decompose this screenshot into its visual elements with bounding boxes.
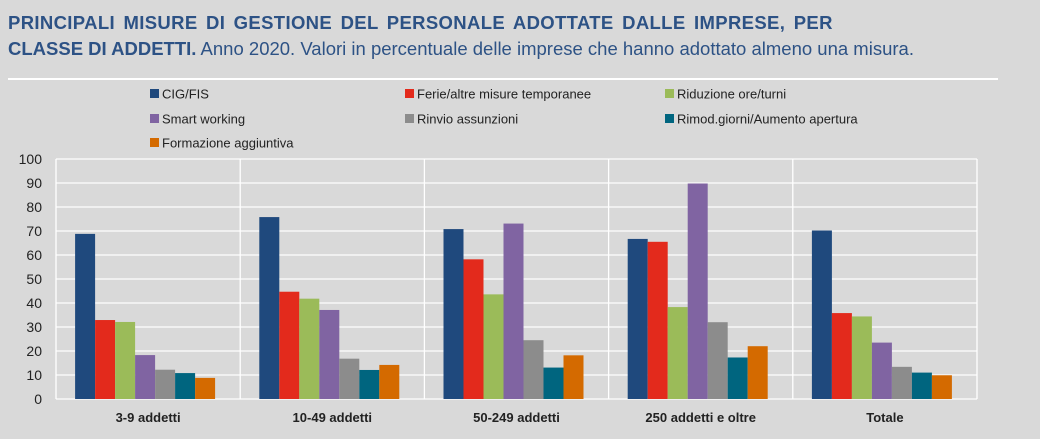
bar-rimod-giorni-aumento-apertura <box>543 367 564 399</box>
bar-riduzione-ore-turni <box>115 321 136 399</box>
bar-smart-working <box>871 342 892 399</box>
bar-formazione-aggiuntiva <box>747 346 768 399</box>
legend-swatch <box>150 138 159 147</box>
y-tick-label: 20 <box>26 343 42 359</box>
y-tick-label: 10 <box>26 367 42 383</box>
bar-riduzione-ore-turni <box>851 316 872 399</box>
legend-label: Rimod.giorni/Aumento apertura <box>677 112 858 127</box>
bar-formazione-aggiuntiva <box>563 355 584 399</box>
bar-ferie-altre-misure-temporanee <box>95 320 116 399</box>
bar-cig-fis <box>75 233 96 399</box>
bar-riduzione-ore-turni <box>299 298 320 399</box>
bar-smart-working <box>503 223 524 399</box>
bar-ferie-altre-misure-temporanee <box>463 259 484 399</box>
bar-rinvio-assunzioni <box>155 369 176 399</box>
y-tick-label: 90 <box>26 175 42 191</box>
x-category-label: 50-249 addetti <box>473 410 560 425</box>
title-separator <box>8 78 998 80</box>
legend-label: Smart working <box>162 112 245 127</box>
y-tick-label: 100 <box>19 151 43 167</box>
legend-label: Rinvio assunzioni <box>417 112 518 127</box>
title-line2-bold: CLASSE DI ADDETTI. <box>8 38 197 59</box>
title-line1: PRINCIPALI MISURE DI GESTIONE DEL PERSON… <box>8 12 833 33</box>
bar-formazione-aggiuntiva <box>931 375 952 399</box>
bar-smart-working <box>135 355 156 399</box>
x-category-label: 3-9 addetti <box>116 410 181 425</box>
y-tick-label: 40 <box>26 295 42 311</box>
chart-title: PRINCIPALI MISURE DI GESTIONE DEL PERSON… <box>8 10 914 62</box>
bar-rimod-giorni-aumento-apertura <box>911 372 932 399</box>
bar-cig-fis <box>627 238 648 399</box>
legend-swatch <box>150 114 159 123</box>
bar-rimod-giorni-aumento-apertura <box>727 357 748 399</box>
y-tick-label: 30 <box>26 319 42 335</box>
bar-ferie-altre-misure-temporanee <box>279 291 300 399</box>
legend-swatch <box>665 114 674 123</box>
bar-ferie-altre-misure-temporanee <box>647 241 668 399</box>
y-tick-label: 60 <box>26 247 42 263</box>
y-tick-label: 0 <box>34 391 42 407</box>
y-tick-label: 50 <box>26 271 42 287</box>
bar-rinvio-assunzioni <box>891 366 912 399</box>
legend-label: Formazione aggiuntiva <box>162 136 294 151</box>
bar-rimod-giorni-aumento-apertura <box>359 369 380 399</box>
bar-rinvio-assunzioni <box>339 358 360 399</box>
x-category-label: Totale <box>866 410 903 425</box>
y-tick-label: 80 <box>26 199 42 215</box>
title-line2-subtitle: Anno 2020. Valori in percentuale delle i… <box>196 38 914 59</box>
bar-smart-working <box>687 183 708 399</box>
bar-cig-fis <box>443 229 464 399</box>
bar-formazione-aggiuntiva <box>379 364 400 399</box>
bar-cig-fis <box>811 230 832 399</box>
legend-swatch <box>665 89 674 98</box>
x-category-label: 250 addetti e oltre <box>645 410 756 425</box>
bar-cig-fis <box>259 217 280 399</box>
y-tick-label: 70 <box>26 223 42 239</box>
bar-ferie-altre-misure-temporanee <box>831 313 852 399</box>
bar-rimod-giorni-aumento-apertura <box>175 373 196 399</box>
legend-label: Riduzione ore/turni <box>677 87 786 102</box>
legend-swatch <box>405 114 414 123</box>
legend-label: CIG/FIS <box>162 87 209 102</box>
legend-label: Ferie/altre misure temporanee <box>417 87 591 102</box>
bar-rinvio-assunzioni <box>523 340 544 399</box>
bar-formazione-aggiuntiva <box>195 377 216 399</box>
legend-swatch <box>405 89 414 98</box>
bar-riduzione-ore-turni <box>667 307 688 399</box>
bar-smart-working <box>319 309 340 399</box>
legend-swatch <box>150 89 159 98</box>
bar-rinvio-assunzioni <box>707 322 728 399</box>
x-category-label: 10-49 addetti <box>293 410 372 425</box>
bar-riduzione-ore-turni <box>483 294 504 399</box>
